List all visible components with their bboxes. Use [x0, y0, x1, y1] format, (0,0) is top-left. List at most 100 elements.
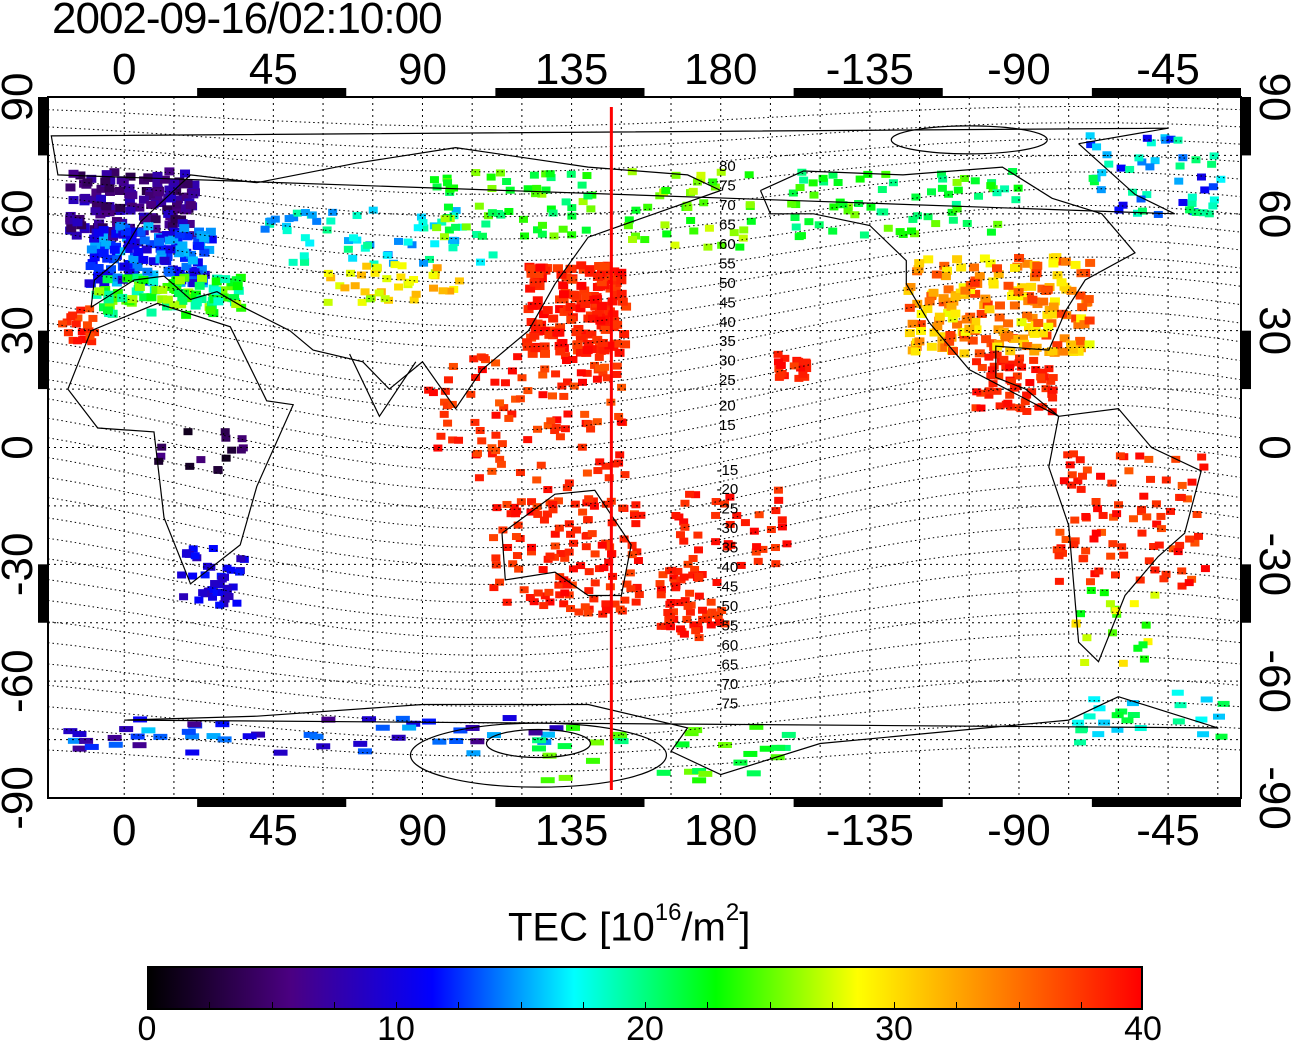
tec-cell — [404, 278, 414, 286]
tec-cell — [85, 305, 95, 313]
tec-cell — [208, 593, 218, 601]
tec-cell — [1036, 373, 1046, 381]
tec-cell — [1027, 295, 1038, 304]
tec-cell — [854, 199, 864, 207]
tec-cell — [443, 419, 453, 427]
tec-cell — [883, 224, 893, 232]
tec-cell — [1003, 399, 1013, 407]
tec-cell — [594, 262, 605, 271]
tec-cell — [988, 277, 999, 286]
tec-cell — [85, 332, 95, 340]
tec-cell — [139, 293, 150, 302]
tec-cell — [612, 370, 622, 378]
tec-cell — [550, 553, 560, 561]
tec-cell — [477, 437, 487, 445]
tec-cell — [962, 219, 972, 227]
tec-cell — [992, 264, 1003, 273]
tec-cell — [424, 386, 434, 394]
tec-cell — [1197, 453, 1207, 461]
tec-cell — [910, 347, 921, 356]
tec-cell — [1046, 377, 1056, 385]
tec-cell — [1134, 725, 1147, 732]
tec-cell — [1125, 165, 1135, 173]
tec-cell — [560, 352, 570, 360]
tec-cell — [602, 541, 612, 549]
tec-cell — [950, 292, 961, 301]
tec-cell — [439, 233, 449, 241]
tec-cell — [1073, 347, 1084, 356]
tec-cell — [895, 228, 905, 236]
tec-cell — [566, 530, 576, 538]
tec-cell — [582, 369, 592, 377]
tec-cell — [912, 299, 923, 308]
tec-cell — [125, 172, 136, 181]
tec-cell — [656, 586, 666, 594]
tec-cell — [194, 596, 204, 604]
magnetic-contour — [47, 745, 1242, 773]
lon-tick-label-bottom: -45 — [1136, 806, 1200, 855]
tec-cell — [1174, 177, 1184, 185]
tec-cell — [472, 230, 482, 238]
lon-tick-label-top: 135 — [535, 45, 608, 94]
tec-cell — [307, 211, 317, 219]
lat-tick-label-right: -60 — [1250, 649, 1292, 713]
tec-cell — [971, 325, 982, 334]
tec-cell — [1150, 566, 1160, 574]
tec-cell — [98, 269, 109, 278]
coastline — [124, 696, 1218, 776]
lat-tick-label-left: -60 — [0, 649, 42, 713]
tec-cell — [390, 261, 400, 269]
tec-cell — [640, 236, 650, 244]
tec-cell — [372, 263, 382, 271]
tec-cell — [93, 228, 104, 237]
tec-cell — [1178, 198, 1188, 206]
tec-cell — [937, 184, 947, 192]
magnetic-contour — [47, 404, 1242, 491]
tec-cell — [348, 254, 358, 262]
tec-cell — [109, 294, 120, 303]
tec-cell — [284, 215, 294, 223]
tec-cell — [661, 187, 671, 195]
tec-cell — [577, 378, 587, 386]
tec-cell — [488, 251, 498, 259]
tec-cell — [495, 455, 505, 463]
tec-cell — [564, 520, 574, 528]
tec-cell — [550, 542, 560, 550]
tec-cell — [1166, 135, 1176, 143]
tec-cell — [1178, 154, 1188, 162]
tec-cell — [555, 591, 565, 599]
tec-cell — [938, 294, 949, 303]
tec-cell — [907, 319, 918, 328]
tec-cell — [774, 496, 784, 504]
tec-cell — [63, 728, 78, 735]
tec-cell — [1121, 717, 1134, 724]
lon-tick-label-top: 180 — [684, 45, 757, 94]
colorbar-minor-tick — [645, 1002, 646, 1008]
tec-cell — [904, 329, 915, 338]
tec-cell — [509, 503, 519, 511]
tec-cell — [105, 265, 116, 274]
tec-cell — [357, 748, 372, 755]
tec-cell — [1177, 582, 1187, 590]
tec-cell — [231, 276, 242, 285]
tec-cell — [1003, 281, 1014, 290]
tec-cell — [564, 548, 574, 556]
contour-label: 55 — [719, 255, 736, 272]
tec-cell — [215, 601, 225, 609]
tec-cell — [217, 588, 227, 596]
tec-cell — [984, 305, 995, 314]
tec-cell — [90, 240, 101, 249]
tec-cell — [177, 571, 187, 579]
tec-cell — [481, 220, 491, 228]
contour-label: 50 — [719, 275, 736, 292]
tec-cell — [1172, 718, 1185, 725]
tec-cell — [614, 738, 629, 745]
tec-cell — [520, 232, 530, 240]
tec-cell — [586, 330, 597, 339]
tec-cell — [585, 265, 596, 274]
tec-cell — [1013, 288, 1024, 297]
tec-cell — [164, 236, 175, 245]
tec-cell — [523, 436, 533, 444]
tec-cell — [527, 349, 538, 358]
tec-cell — [539, 342, 550, 351]
